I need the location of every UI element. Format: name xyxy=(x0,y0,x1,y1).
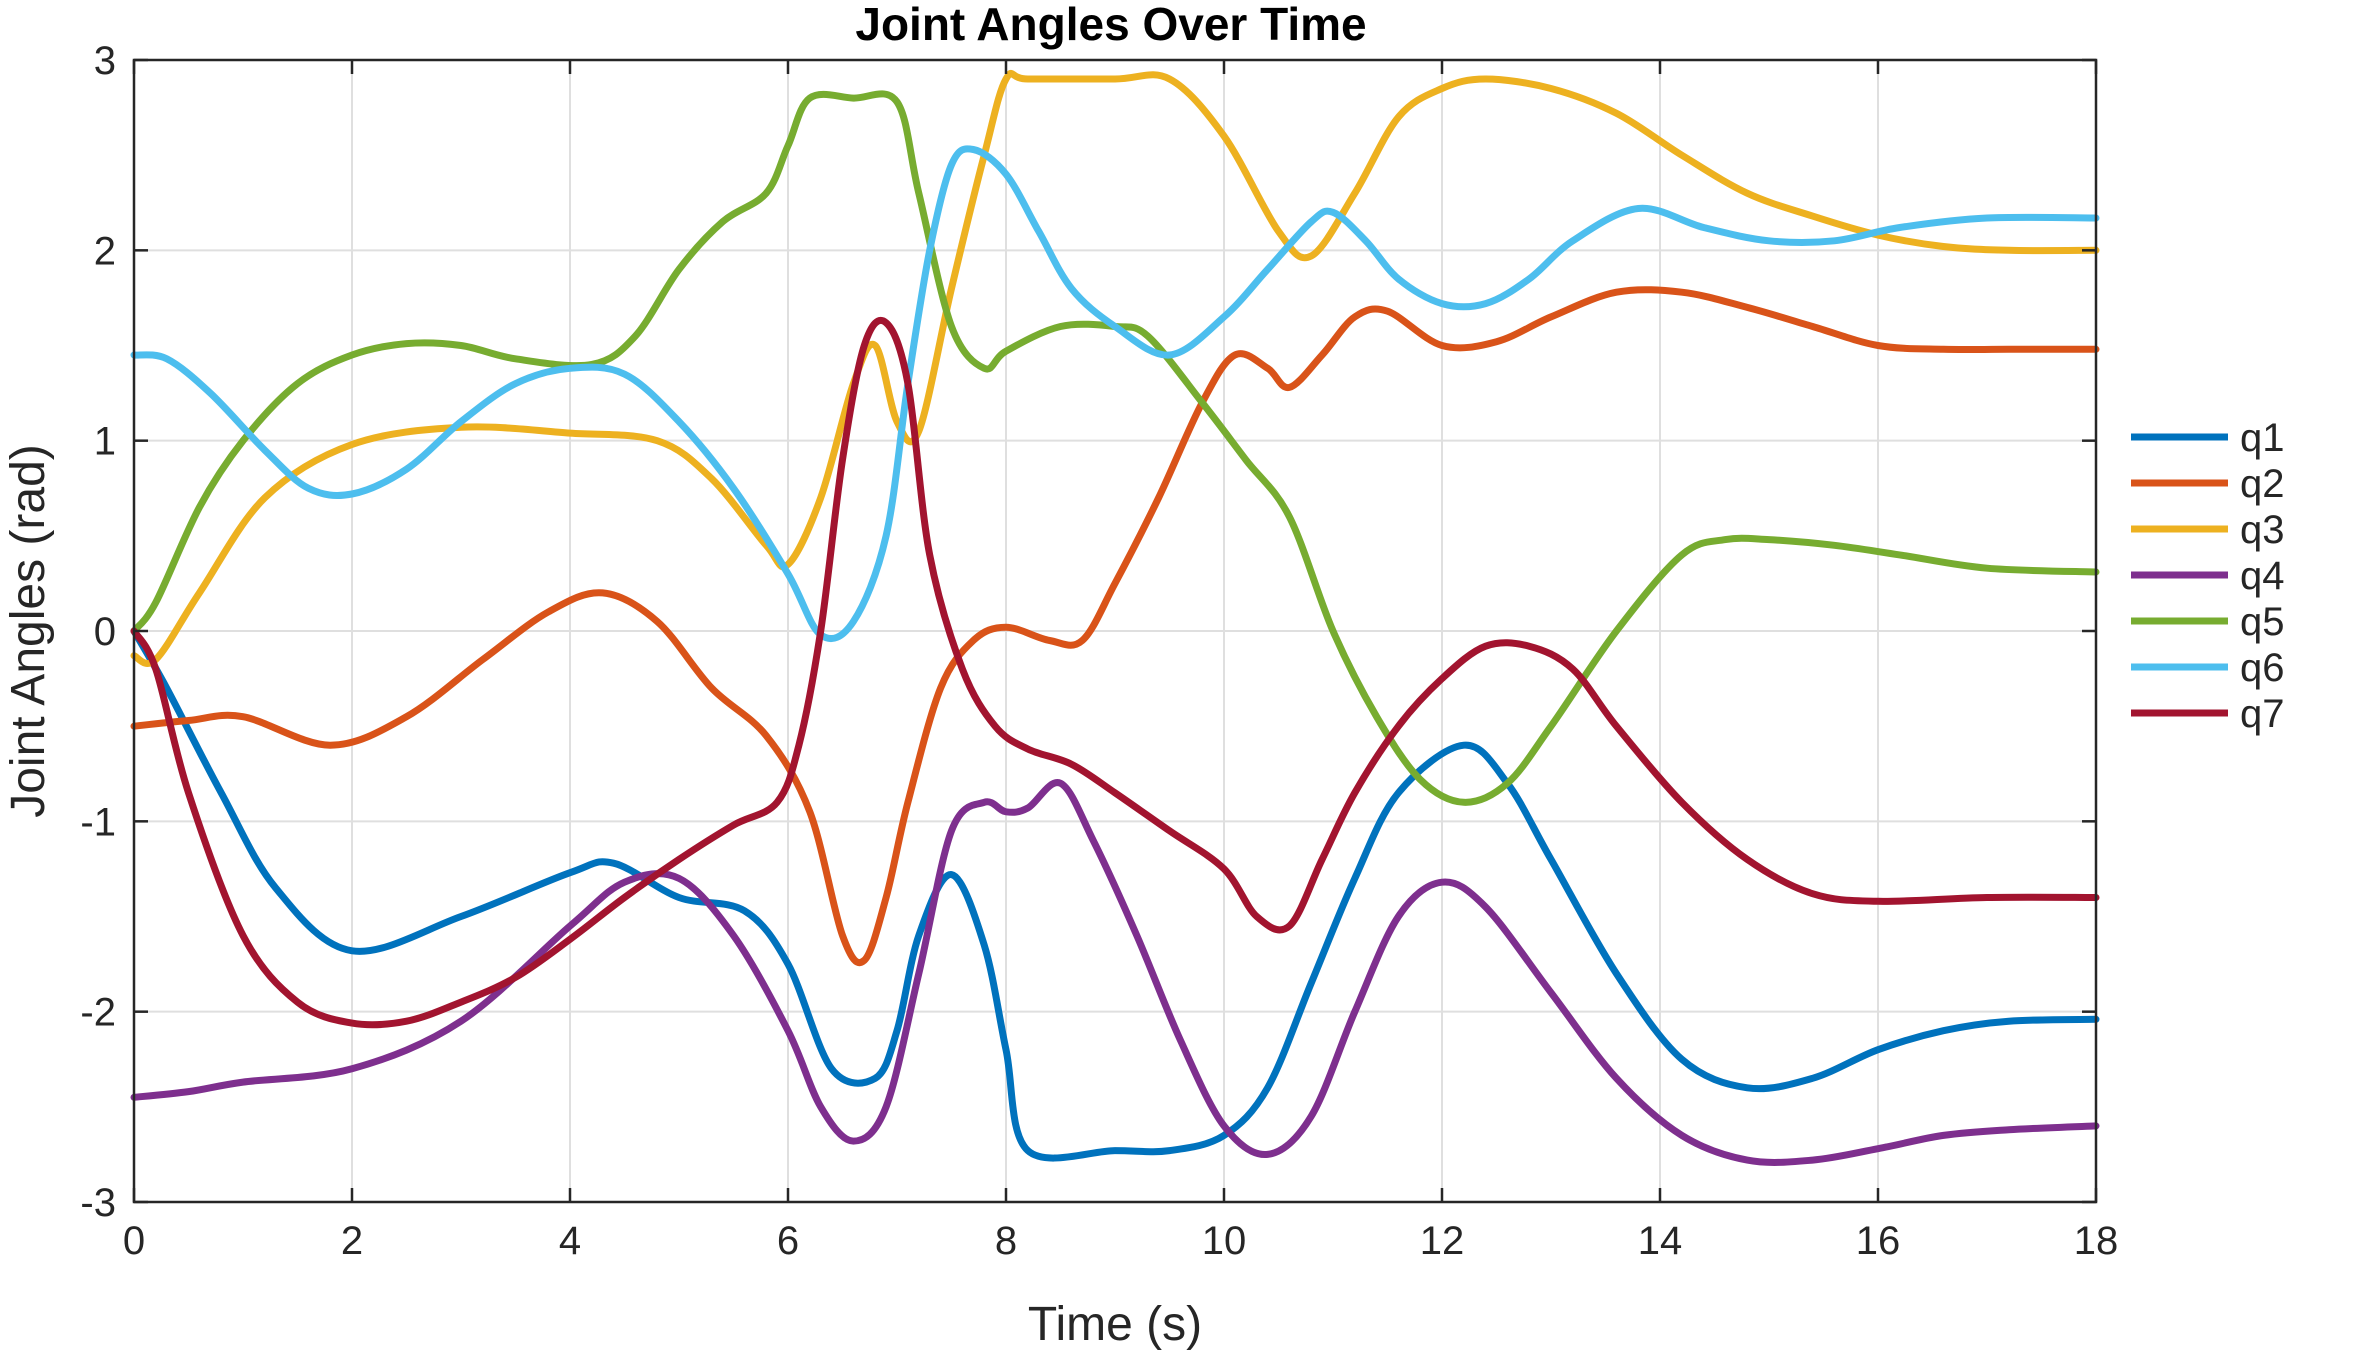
x-tick-label: 0 xyxy=(123,1219,145,1263)
x-tick-label: 2 xyxy=(341,1219,363,1263)
legend-item-q5: q5 xyxy=(2131,600,2285,644)
x-axis-ticks: 0 2 4 6 8 10 12 14 16 18 xyxy=(123,60,2118,1263)
y-tick-label: 0 xyxy=(94,610,116,654)
y-tick-label: -1 xyxy=(80,800,116,844)
series-line-q3 xyxy=(130,69,2100,667)
legend-label: q7 xyxy=(2240,692,2285,736)
legend-label: q3 xyxy=(2240,508,2285,552)
legend-item-q7: q7 xyxy=(2131,692,2285,736)
y-tick-label: 2 xyxy=(94,229,116,273)
series-lines xyxy=(130,69,2100,1166)
x-tick-label: 10 xyxy=(1202,1219,1247,1263)
series-line-q5 xyxy=(130,90,2100,806)
legend-label: q1 xyxy=(2240,416,2285,460)
series-line-q2 xyxy=(130,286,2100,967)
y-axis-ticks: -3 -2 -1 0 1 2 3 xyxy=(80,39,2096,1225)
legend-label: q5 xyxy=(2240,600,2285,644)
x-tick-label: 6 xyxy=(777,1219,799,1263)
x-tick-label: 8 xyxy=(995,1219,1017,1263)
x-tick-label: 14 xyxy=(1638,1219,1683,1263)
x-tick-label: 16 xyxy=(1856,1219,1901,1263)
legend-item-q2: q2 xyxy=(2131,462,2285,506)
series-line-q7 xyxy=(130,316,2100,1029)
series-line-q1 xyxy=(130,627,2100,1162)
legend-item-q4: q4 xyxy=(2131,554,2285,598)
y-axis-label: Joint Angles (rad) xyxy=(2,444,55,818)
x-axis-label: Time (s) xyxy=(1028,1298,1202,1351)
y-tick-label: -3 xyxy=(80,1181,116,1225)
legend-label: q6 xyxy=(2240,646,2285,690)
legend-item-q1: q1 xyxy=(2131,416,2285,460)
legend-item-q3: q3 xyxy=(2131,508,2285,552)
legend-item-q6: q6 xyxy=(2131,646,2285,690)
chart-title: Joint Angles Over Time xyxy=(855,0,1366,50)
x-tick-label: 18 xyxy=(2074,1219,2119,1263)
y-tick-label: 3 xyxy=(94,39,116,83)
series-line-q6 xyxy=(130,145,2100,642)
y-tick-label: 1 xyxy=(94,420,116,464)
series-line-q4 xyxy=(130,779,2100,1166)
legend-label: q4 xyxy=(2240,554,2285,598)
grid xyxy=(133,59,2097,1203)
x-tick-label: 4 xyxy=(559,1219,581,1263)
x-tick-label: 12 xyxy=(1420,1219,1465,1263)
legend-label: q2 xyxy=(2240,462,2285,506)
y-tick-label: -2 xyxy=(80,991,116,1035)
